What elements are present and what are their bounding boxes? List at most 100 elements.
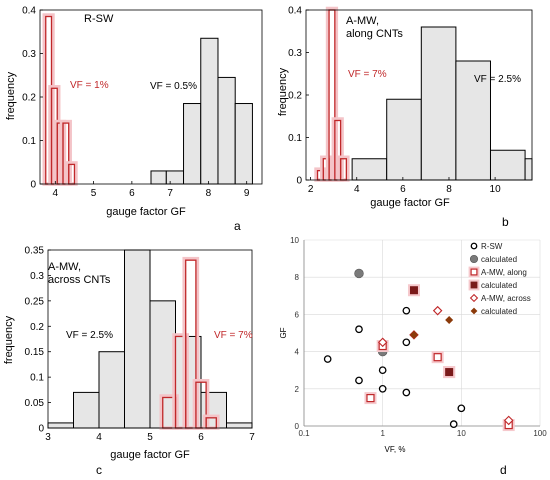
panel-a-ytick-label: 0.1	[22, 136, 36, 147]
panel-c-xlabel: gauge factor GF	[110, 449, 190, 461]
panel-b-ytick-label: 0.4	[288, 6, 302, 17]
panel-c-title: A-MW, across CNTs	[48, 261, 111, 286]
panel-c-ytick-label: 0.2	[30, 322, 44, 333]
panel-b-bar-gray-0	[351, 158, 388, 181]
panel-d-point-0-2	[355, 376, 363, 385]
panel-d-xtick-label: 1	[380, 429, 385, 438]
panel-c-xtick-label: 5	[147, 432, 153, 443]
panel-b-histogram: 2 4 6 8 10 0 0.1 0.2 0.3 0.4 A-MW, along CNTs VF …	[277, 6, 533, 229]
panel-a-ylabel: frequency	[5, 71, 17, 120]
panel-d-point-3-1	[445, 368, 454, 377]
panel-a-bar-gray-0	[150, 170, 167, 185]
panel-b-title-line-1: A-MW,	[346, 15, 379, 27]
panel-d-point-5-1	[445, 315, 454, 324]
panel-b-bar-gray-2	[420, 26, 457, 181]
panel-c-bar-gray-2	[98, 351, 125, 429]
panel-c-label: c	[96, 463, 102, 477]
panel-a-ytick-label: 0.2	[22, 93, 36, 104]
panel-a-xtick-label: 5	[91, 188, 97, 199]
panel-b-ytick-label: 0	[296, 176, 302, 187]
panel-d-point-4-2	[432, 305, 443, 316]
panel-c-bar-gray-0	[47, 422, 74, 429]
panel-c-vf-black: VF = 2.5%	[66, 330, 113, 341]
panel-c-title-line-1: A-MW,	[48, 261, 81, 273]
panel-c-ytick-label: 0.25	[25, 296, 45, 307]
panel-c-ytick-label: 0	[38, 424, 44, 435]
panel-d-xtick-label: 0.1	[298, 429, 310, 438]
panel-d-legend-marker-3	[470, 281, 478, 289]
panel-d-ytick-label: 4	[295, 348, 300, 357]
panel-d-scatter: 0.1 1 10 100 0 2 4 6 8 10 R-SW calculated A-MW, alo…	[279, 236, 547, 477]
panel-d-legend-label-0: R-SW	[481, 242, 503, 251]
panel-d-legend-marker-0	[470, 242, 478, 250]
panel-d-point-2-2	[433, 353, 442, 362]
panel-d-point-0-6	[402, 306, 411, 315]
panel-c-ytick-label: 0.05	[25, 398, 45, 409]
panel-a-label: a	[234, 219, 241, 233]
panel-b-xtick-label: 10	[490, 184, 502, 195]
panel-c-bar-gray-1	[73, 391, 100, 429]
panel-b-ytick-label: 0.1	[288, 133, 302, 144]
panel-b-bar-gray-4	[489, 149, 526, 181]
panel-d-point-0-10	[457, 404, 466, 413]
panel-d-legend-marker-5	[470, 307, 478, 315]
panel-b-ytick-label: 0.2	[288, 91, 302, 102]
panel-a-ytick-label: 0	[30, 180, 36, 191]
panel-d-point-4-0	[377, 337, 388, 348]
panel-a-bar-gray-5	[234, 103, 253, 185]
panel-a-bar-gray-3	[200, 37, 219, 185]
panel-a-vf-red: VF = 1%	[70, 80, 109, 91]
panel-c-xtick-label: 4	[96, 432, 102, 443]
panel-b-xtick-label: 6	[400, 184, 406, 195]
panel-a-ytick-label: 0.3	[22, 49, 36, 60]
panel-d-ytick-label: 2	[295, 385, 300, 394]
panel-d-legend-marker-1	[469, 254, 479, 264]
panel-c-ytick-label: 0.3	[30, 271, 44, 282]
panel-b-xtick-label: 4	[354, 184, 360, 195]
panel-a-title: R-SW	[84, 13, 114, 25]
panel-d-point-3-0	[409, 286, 418, 295]
panel-b-xtick-label: 8	[446, 184, 452, 195]
panel-d-point-0-4	[378, 366, 387, 375]
panel-d-point-2-0	[366, 394, 375, 403]
panel-d-legend-label-3: calculated	[481, 281, 517, 290]
panel-b-vf-red: VF = 7%	[348, 69, 387, 80]
panel-d-legend-marker-2	[470, 268, 478, 276]
panel-d-ylabel: GF	[279, 327, 288, 338]
panel-c-histogram: 3 4 5 6 7 0 0.05 0.1 0.15 0.2 0.25 0.3 0.35 A-MW, ac…	[3, 246, 255, 478]
panel-c-vf-red: VF = 7%	[214, 330, 253, 341]
panel-d-point-0-8	[402, 388, 411, 397]
panel-a-xlabel: gauge factor GF	[106, 206, 186, 218]
panel-c-ytick-label: 0.35	[25, 246, 45, 257]
panel-b-bar-gray-3	[455, 60, 491, 181]
panel-d-point-1-0	[354, 268, 364, 279]
panel-d-point-5-0	[409, 330, 418, 339]
panel-d-xlabel: VF, %	[385, 445, 406, 454]
panel-b-ytick-label: 0.3	[288, 48, 302, 59]
panel-a-xtick-label: 8	[206, 188, 212, 199]
panel-b-ylabel: frequency	[277, 67, 289, 116]
panel-d-point-0-7	[402, 338, 411, 347]
panel-d-legend-label-4: A-MW, across	[481, 294, 531, 303]
panel-d-ytick-label: 10	[290, 236, 299, 245]
panel-a-histogram: 4 5 6 7 8 9 0 0.1 0.2 0.3 0.4 R-SW VF = 1% VF = 0.…	[5, 6, 263, 233]
panel-a-xtick-label: 9	[244, 188, 250, 199]
panel-d-ytick-label: 8	[295, 273, 300, 282]
panel-c-xtick-label: 6	[198, 432, 204, 443]
panel-d-point-0-5	[378, 384, 387, 393]
panel-d-point-0-9	[449, 420, 458, 428]
panel-c-ytick-label: 0.15	[25, 347, 45, 358]
panel-d-ytick-label: 0	[295, 422, 300, 431]
panel-d-legend-label-2: A-MW, along	[481, 268, 527, 277]
panel-b-label: b	[502, 215, 509, 229]
panel-d-point-4-3	[503, 415, 514, 426]
panel-c-bar-gray-3	[124, 249, 151, 429]
panel-b-title: A-MW, along CNTs	[346, 15, 403, 40]
panel-d-label: d	[500, 463, 507, 477]
panel-a-bar-gray-2	[183, 103, 202, 185]
panel-c-ytick-label: 0.1	[30, 373, 44, 384]
panel-a-vf-black: VF = 0.5%	[150, 81, 197, 92]
panel-a-xtick-label: 4	[53, 188, 59, 199]
panel-a-xtick-label: 7	[167, 188, 173, 199]
